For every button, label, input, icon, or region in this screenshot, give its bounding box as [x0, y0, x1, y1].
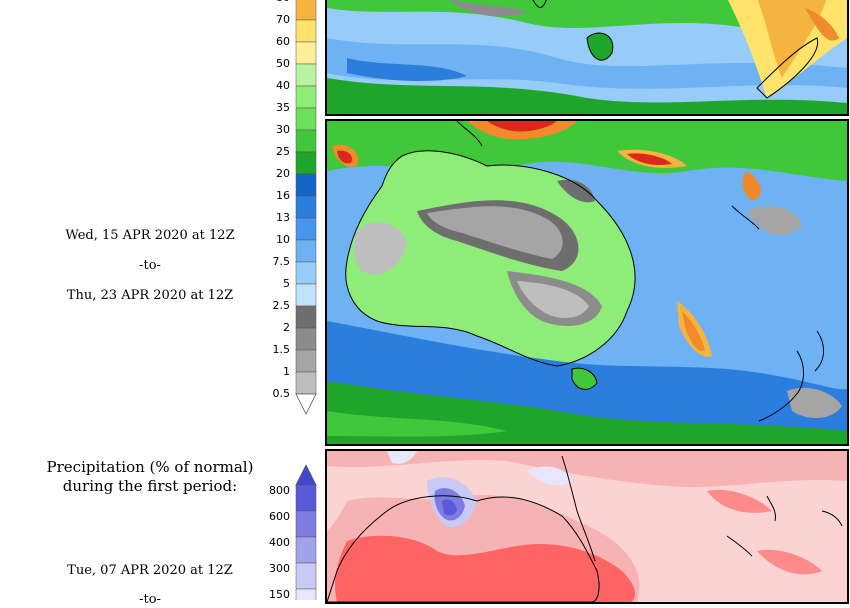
map-top-svg — [327, 0, 847, 114]
upper-colorbar-segment — [295, 261, 317, 285]
upper-colorbar-tick-label: 25 — [276, 145, 290, 158]
lower-colorbar-segment — [295, 510, 317, 538]
map-bottom-svg — [327, 451, 847, 602]
upper-colorbar-segment — [295, 151, 317, 175]
upper-colorbar-tick-label: 2 — [283, 321, 290, 334]
upper-colorbar-segment — [295, 129, 317, 153]
upper-colorbar-segment — [295, 305, 317, 329]
colorbar-area — [0, 0, 330, 608]
upper-colorbar-tick-label: 30 — [276, 123, 290, 136]
lower-colorbar-segment — [295, 536, 317, 564]
upper-colorbar-segment — [295, 195, 317, 219]
upper-colorbar-segment — [295, 327, 317, 351]
upper-colorbar-tick-label: 60 — [276, 35, 290, 48]
upper-colorbar-segment — [295, 239, 317, 263]
upper-date-end: Thu, 23 APR 2020 at 12Z — [66, 288, 234, 303]
upper-colorbar-tick-label: 10 — [276, 233, 290, 246]
lower-colorbar-segment — [295, 588, 317, 608]
upper-colorbar-tick-label: 5 — [283, 277, 290, 290]
upper-colorbar-segment — [295, 217, 317, 241]
upper-colorbar-segment — [295, 371, 317, 395]
lower-colorbar-end-triangle — [295, 464, 317, 486]
upper-colorbar-tick-label: 0.5 — [272, 387, 291, 400]
upper-colorbar-tick-label: 1 — [283, 365, 290, 378]
upper-colorbar-tick-label: 40 — [276, 79, 290, 92]
upper-colorbar-end-triangle — [295, 393, 317, 415]
lower-legend-title: Precipitation (% of normal) during the f… — [18, 458, 282, 496]
precipitation-percent-normal-map — [325, 449, 849, 604]
upper-colorbar-tick-label: 16 — [276, 189, 290, 202]
precipitation-total-map — [325, 119, 849, 446]
lower-colorbar-tick-label: 400 — [269, 536, 290, 549]
upper-colorbar-segment — [295, 19, 317, 43]
upper-date-start: Wed, 15 APR 2020 at 12Z — [65, 228, 235, 243]
upper-colorbar-tick-label: 50 — [276, 57, 290, 70]
upper-colorbar-tick-label: 2.5 — [272, 299, 291, 312]
lower-colorbar-tick-label: 600 — [269, 510, 290, 523]
upper-colorbar-segment — [295, 63, 317, 87]
lower-colorbar-segment — [295, 484, 317, 512]
upper-colorbar-tick-label: 80 — [250, 0, 290, 4]
upper-colorbar-segment — [295, 107, 317, 131]
upper-colorbar-segment — [295, 85, 317, 109]
lower-colorbar-tick-label: 150 — [269, 588, 290, 601]
upper-colorbar-segment — [295, 173, 317, 197]
upper-colorbar-tick-label: 70 — [276, 13, 290, 26]
map-middle-svg — [327, 121, 847, 444]
upper-colorbar-tick-label: 35 — [276, 101, 290, 114]
lower-legend-title-line2: during the first period: — [62, 477, 238, 495]
lower-colorbar-tick-label: 800 — [269, 484, 290, 497]
precipitation-map-top-partial — [325, 0, 849, 116]
colorbar-svg — [295, 0, 317, 608]
upper-colorbar-tick-label: 7.5 — [272, 255, 291, 268]
lower-legend-title-line1: Precipitation (% of normal) — [46, 458, 254, 476]
upper-colorbar-segment — [295, 0, 317, 21]
upper-colorbar-segment — [295, 41, 317, 65]
lower-date-start: Tue, 07 APR 2020 at 12Z — [67, 563, 233, 578]
upper-colorbar-tick-label: 13 — [276, 211, 290, 224]
upper-colorbar-segment — [295, 283, 317, 307]
lower-colorbar-tick-label: 300 — [269, 562, 290, 575]
upper-colorbar-tick-label: 1.5 — [272, 343, 291, 356]
upper-colorbar-tick-label: 20 — [276, 167, 290, 180]
upper-colorbar-segment — [295, 349, 317, 373]
upper-date-separator: -to- — [139, 258, 161, 273]
lower-colorbar-segment — [295, 562, 317, 590]
